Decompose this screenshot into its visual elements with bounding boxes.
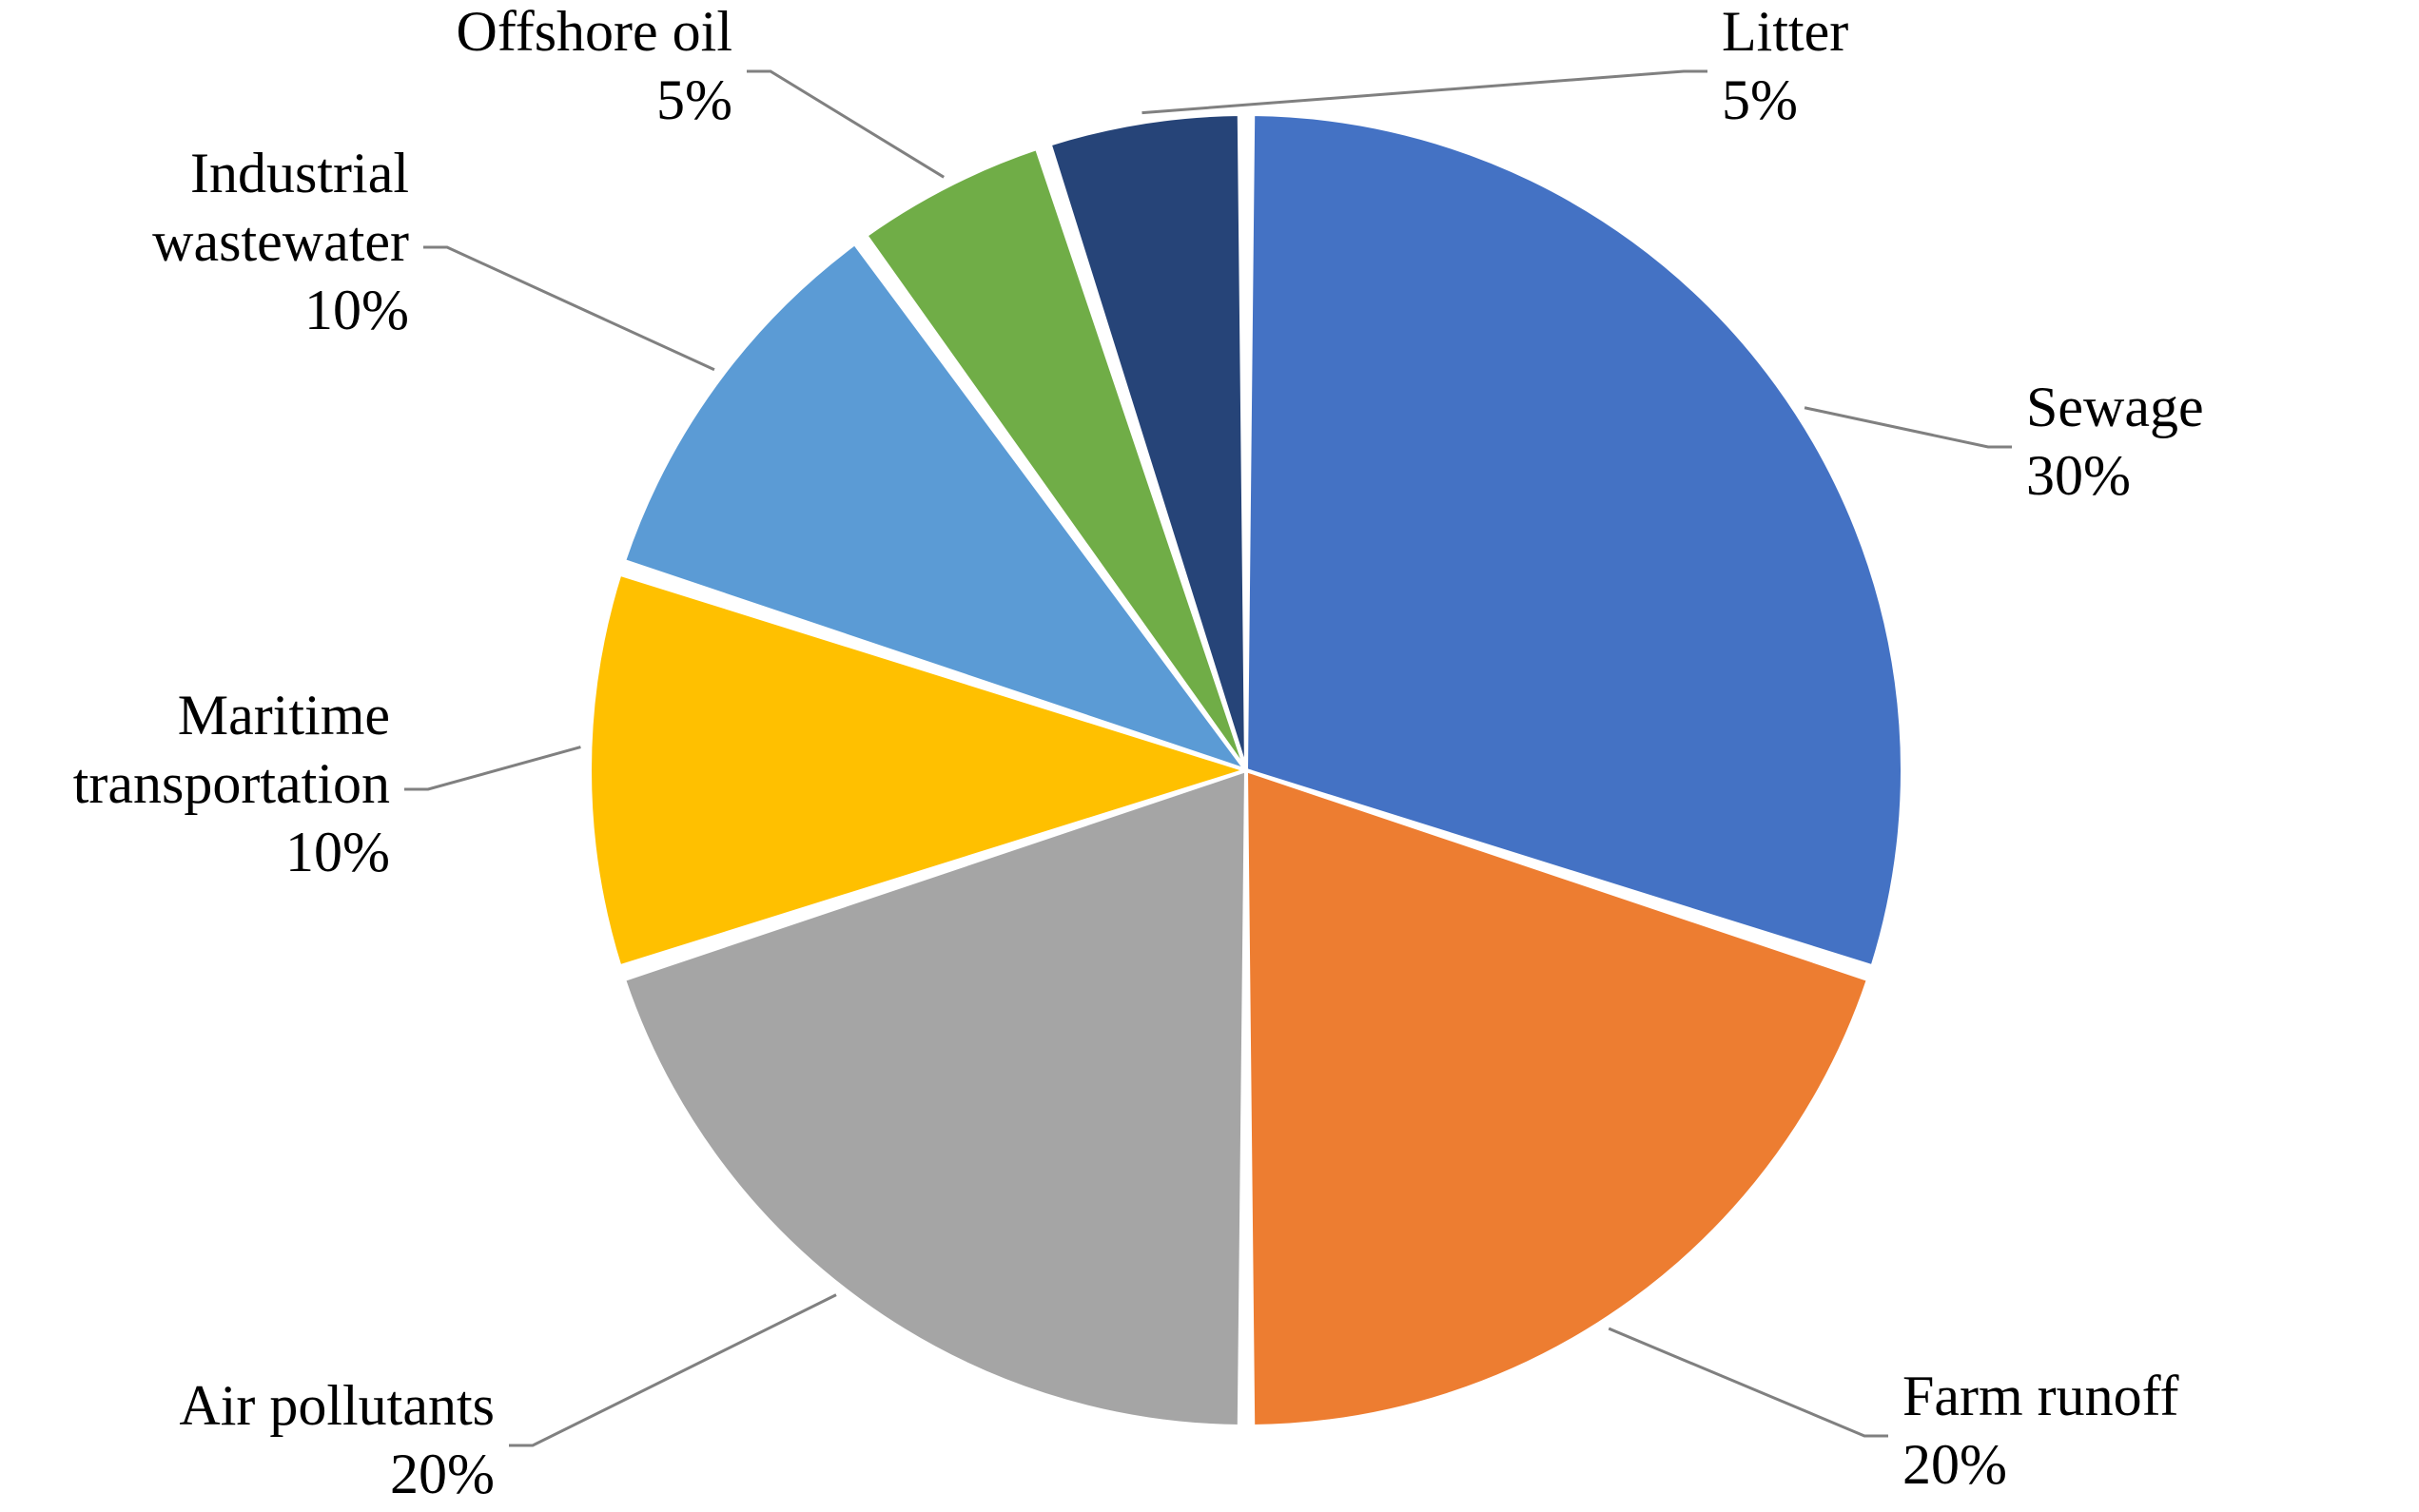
slice-label-line: Air pollutants [179, 1374, 495, 1437]
slice-label-line: 5% [1722, 68, 1798, 131]
slice-label-line: Sewage [2026, 376, 2204, 438]
leader-line [1609, 1328, 1888, 1436]
slice-label-line: 10% [304, 279, 409, 341]
slice-label-line: transportation [73, 752, 390, 815]
leader-line [423, 247, 714, 370]
slice-label-line: Litter [1722, 0, 1848, 63]
slice-label-line: Industrial [190, 142, 409, 204]
slice-label: Litter5% [1722, 0, 1848, 131]
slice-label-line: 20% [1902, 1433, 2007, 1496]
leader-line [509, 1295, 836, 1445]
slice-label-line: 30% [2026, 444, 2131, 507]
leader-line [1804, 408, 2012, 447]
slice-label: Farm runoff20% [1902, 1365, 2179, 1496]
slice-label: Sewage30% [2026, 376, 2204, 507]
slice-label: Air pollutants20% [179, 1374, 495, 1505]
leader-line [747, 71, 944, 177]
slice-label: Offshore oil5% [456, 0, 732, 131]
slice-label-line: 5% [656, 68, 732, 131]
pie-chart: Sewage30%Farm runoff20%Air pollutants20%… [0, 0, 2419, 1512]
slice-label-line: Maritime [178, 684, 390, 746]
pie-slices [590, 114, 1902, 1426]
slice-label: Industrialwastewater10% [152, 142, 409, 341]
leader-line [1141, 71, 1707, 113]
slice-label-line: wastewater [152, 210, 409, 273]
slice-label-line: Offshore oil [456, 0, 732, 63]
slice-label-line: Farm runoff [1902, 1365, 2179, 1427]
leader-line [404, 747, 580, 789]
slice-label-line: 10% [285, 821, 390, 883]
slice-label-line: 20% [390, 1443, 495, 1505]
slice-label: Maritimetransportation10% [73, 684, 390, 883]
chart-container: Sewage30%Farm runoff20%Air pollutants20%… [0, 0, 2419, 1512]
